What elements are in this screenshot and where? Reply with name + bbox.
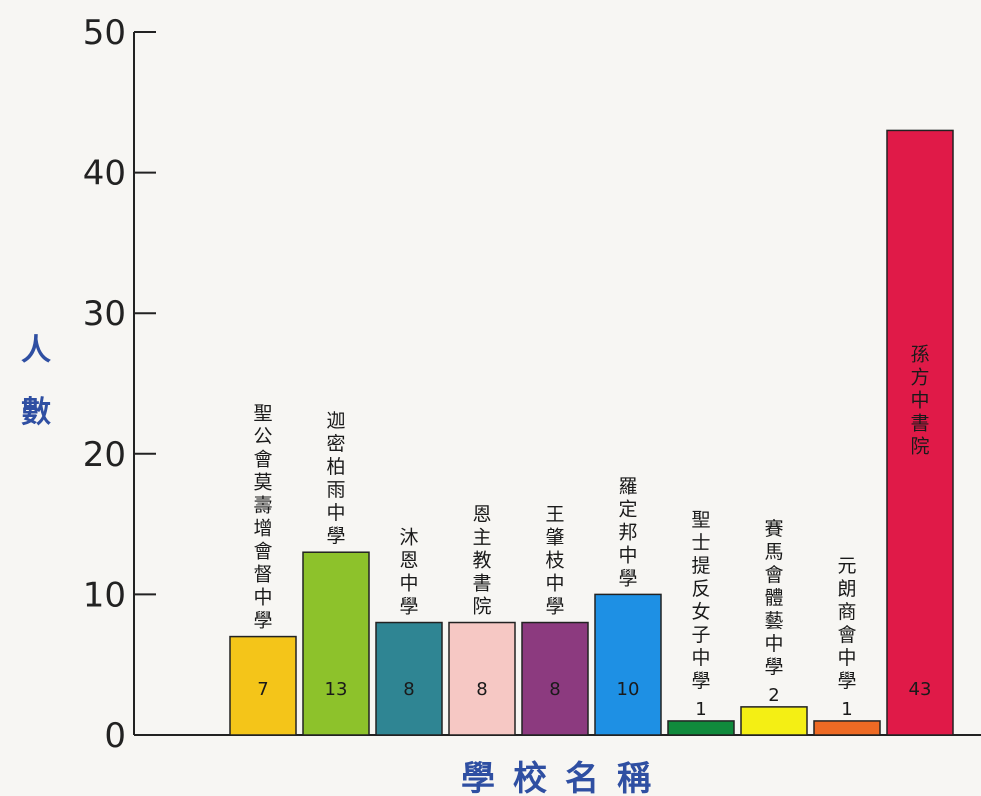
y-tick-label: 30 [83, 294, 126, 334]
bar-category-label: 迦密柏雨中學 [326, 410, 345, 547]
bar [521, 621, 589, 736]
y-tick-label: 50 [83, 13, 126, 53]
y-tick-label: 40 [83, 154, 126, 194]
y-axis-label: 人數 [21, 333, 51, 430]
bar-category-label: 羅定邦中學 [618, 475, 637, 589]
bar [375, 621, 443, 736]
bar-value-label: 2 [768, 685, 779, 706]
bar-category-label: 賽馬會體藝中學 [764, 518, 783, 678]
bar-category-label: 沐恩中學 [399, 527, 418, 618]
bar [740, 706, 808, 736]
bar [448, 621, 516, 736]
bar-value-label: 8 [476, 679, 487, 700]
bar-category-label: 聖士提反女子中學 [691, 509, 710, 692]
bar [302, 551, 370, 736]
bar-value-label: 1 [841, 699, 852, 720]
bar-value-label: 8 [549, 679, 560, 700]
y-tick-label: 0 [104, 716, 126, 756]
bar-value-label: 7 [257, 679, 268, 700]
bar-value-label: 13 [325, 679, 348, 700]
bar-category-label: 孫方中書院 [910, 343, 929, 457]
x-axis-label: 學校名稱 [461, 759, 669, 796]
bar-category-label: 恩主教書院 [472, 504, 491, 618]
bar-value-label: 43 [909, 679, 932, 700]
bar-value-label: 8 [403, 679, 414, 700]
y-tick-label: 20 [83, 435, 126, 475]
bar-category-label: 聖公會莫壽增會督中學 [253, 403, 272, 632]
bar-category-label: 元朗商會中學 [837, 555, 856, 692]
bar-value-label: 10 [617, 679, 640, 700]
bar [229, 635, 297, 736]
bar [594, 593, 662, 736]
bar [813, 720, 881, 736]
y-tick-label: 10 [83, 575, 126, 615]
bar [886, 129, 954, 736]
bar-category-label: 王肇枝中學 [545, 504, 564, 618]
bar [667, 720, 735, 736]
bar-value-label: 1 [695, 699, 706, 720]
